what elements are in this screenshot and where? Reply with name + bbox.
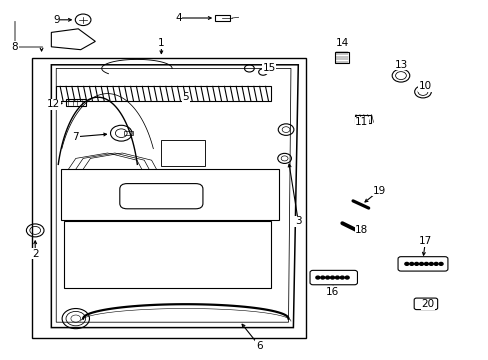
Bar — [354, 115, 370, 123]
Text: 19: 19 — [371, 186, 385, 196]
Circle shape — [424, 262, 427, 265]
Bar — [215, 15, 229, 21]
Circle shape — [330, 276, 334, 279]
Circle shape — [428, 262, 432, 265]
Circle shape — [345, 276, 348, 279]
Text: 7: 7 — [72, 132, 79, 142]
Circle shape — [433, 262, 437, 265]
Text: 4: 4 — [175, 13, 182, 23]
Text: 17: 17 — [418, 236, 431, 246]
Circle shape — [325, 276, 329, 279]
Bar — [56, 86, 271, 101]
Circle shape — [414, 262, 418, 265]
Text: 18: 18 — [354, 225, 368, 235]
Text: 2: 2 — [32, 249, 39, 259]
Text: 14: 14 — [335, 38, 348, 48]
Text: 6: 6 — [255, 341, 262, 351]
Text: 15: 15 — [262, 63, 275, 73]
Bar — [32, 58, 305, 338]
Text: 11: 11 — [354, 117, 368, 127]
Text: 12: 12 — [47, 99, 61, 109]
Text: 1: 1 — [158, 38, 164, 48]
Bar — [123, 131, 132, 135]
Circle shape — [335, 276, 339, 279]
Text: 5: 5 — [182, 92, 189, 102]
Circle shape — [404, 262, 408, 265]
Text: 9: 9 — [53, 15, 60, 25]
Text: 8: 8 — [11, 42, 18, 52]
Text: 10: 10 — [418, 81, 431, 91]
Bar — [66, 99, 85, 106]
Circle shape — [409, 262, 413, 265]
Circle shape — [315, 276, 319, 279]
Circle shape — [419, 262, 423, 265]
Circle shape — [340, 276, 344, 279]
Circle shape — [320, 276, 324, 279]
Text: 3: 3 — [294, 216, 301, 226]
Text: 13: 13 — [393, 60, 407, 70]
Bar — [335, 52, 348, 63]
Text: 20: 20 — [421, 299, 433, 309]
Circle shape — [438, 262, 442, 265]
Text: 16: 16 — [325, 287, 339, 297]
